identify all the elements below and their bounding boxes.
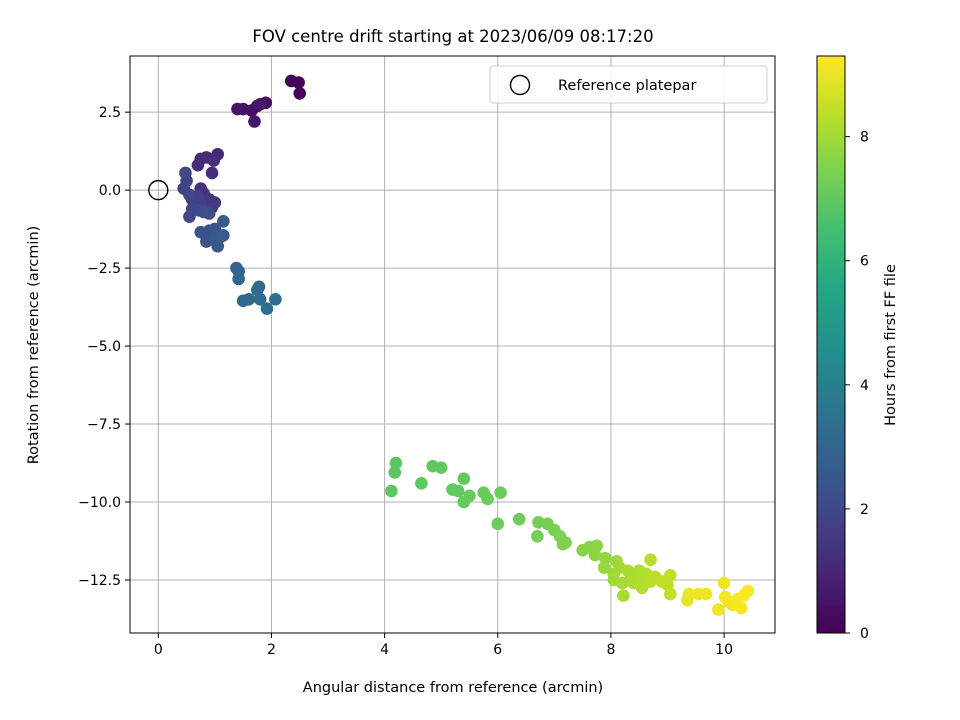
colorbar-tick-label: 6 — [860, 254, 869, 270]
x-tick-label: 6 — [493, 642, 502, 658]
colorbar-tick-label: 2 — [860, 502, 869, 518]
chart-title: FOV centre drift starting at 2023/06/09 … — [252, 27, 653, 46]
scatter-point — [260, 302, 274, 315]
y-tick-label: −5.0 — [87, 339, 121, 355]
scatter-point — [269, 292, 282, 306]
scatter-point — [434, 461, 448, 474]
x-tick-label: 0 — [154, 642, 163, 658]
x-tick-label: 4 — [380, 642, 389, 658]
y-tick-label: −2.5 — [87, 261, 121, 277]
y-tick-label: −12.5 — [78, 573, 121, 589]
y-tick-label: −7.5 — [87, 417, 121, 433]
scatter-point — [389, 456, 403, 470]
plot-area — [130, 56, 775, 633]
x-tick-label: 2 — [267, 642, 276, 658]
scatter-point — [385, 484, 398, 498]
scatter-point — [494, 486, 507, 499]
scatter-point — [231, 102, 244, 116]
y-axis-ticks: 2.5 0.0 −2.5 −5.0 −7.5 −10.0 −12.5 — [78, 105, 130, 589]
colorbar-label: Hours from first FF file — [883, 264, 899, 426]
scatter-point — [183, 210, 196, 223]
colorbar-tick-label: 0 — [860, 626, 869, 642]
scatter-point — [717, 576, 731, 590]
legend-box — [489, 65, 768, 104]
scatter-point — [242, 292, 256, 306]
scatter-point — [664, 587, 677, 601]
y-axis-label: Rotation from reference (arcmin) — [26, 226, 42, 465]
scatter-point — [202, 207, 216, 220]
scatter-point — [597, 561, 611, 574]
scatter-point — [617, 589, 630, 602]
x-tick-label: 8 — [606, 642, 615, 658]
scatter-point — [556, 537, 570, 551]
y-tick-label: 2.5 — [99, 105, 121, 121]
scatter-point — [217, 229, 230, 242]
colorbar — [816, 55, 846, 634]
y-tick-label: 0.0 — [99, 183, 121, 199]
colorbar-tick-label: 4 — [860, 378, 869, 394]
scatter-point — [217, 215, 230, 228]
scatter-point — [664, 569, 677, 582]
legend: Reference platepar — [489, 65, 768, 104]
scatter-point — [481, 492, 494, 506]
plot-frame — [129, 55, 776, 634]
scatter-point — [253, 98, 267, 111]
scatter-point — [415, 476, 428, 490]
scatter-points — [177, 74, 755, 616]
scatter-point — [191, 158, 205, 172]
scatter-point — [734, 601, 748, 615]
scatter-point — [207, 154, 221, 167]
colorbar-tick-label: 8 — [860, 130, 869, 146]
y-tick-label: −10.0 — [78, 495, 121, 511]
colorbar-ticks: 0 2 4 6 8 — [845, 130, 869, 642]
x-axis-label: Angular distance from reference (arcmin) — [303, 680, 603, 696]
scatter-point — [179, 166, 192, 180]
scatter-point — [253, 292, 267, 306]
scatter-point — [388, 466, 402, 479]
scatter-point — [598, 551, 612, 565]
scatter-point — [644, 553, 657, 567]
scatter-point — [588, 548, 602, 562]
x-tick-label: 10 — [715, 642, 733, 658]
x-axis-ticks: 0 2 4 6 8 10 — [154, 633, 733, 658]
reference-platepar-marker — [148, 179, 169, 201]
scatter-point — [682, 587, 696, 601]
scatter-point — [292, 76, 305, 89]
scatter-point — [463, 489, 476, 503]
scatter-point — [293, 87, 307, 100]
scatter-point — [531, 530, 544, 543]
scatter-point — [232, 272, 245, 286]
legend-reference-marker — [509, 74, 531, 96]
scatter-point — [183, 188, 196, 202]
legend-entry-label: Reference platepar — [558, 78, 696, 94]
scatter-point — [590, 539, 604, 552]
scatter-point — [712, 603, 725, 616]
scatter-point — [252, 280, 266, 294]
scatter-point — [248, 115, 261, 128]
scatter-point — [205, 166, 219, 180]
scatter-point — [512, 512, 526, 526]
scatter-point — [699, 587, 713, 601]
scatter-point — [491, 517, 505, 531]
scatter-point — [457, 472, 471, 485]
scatter-point — [741, 584, 755, 598]
scatter-point — [451, 484, 465, 498]
